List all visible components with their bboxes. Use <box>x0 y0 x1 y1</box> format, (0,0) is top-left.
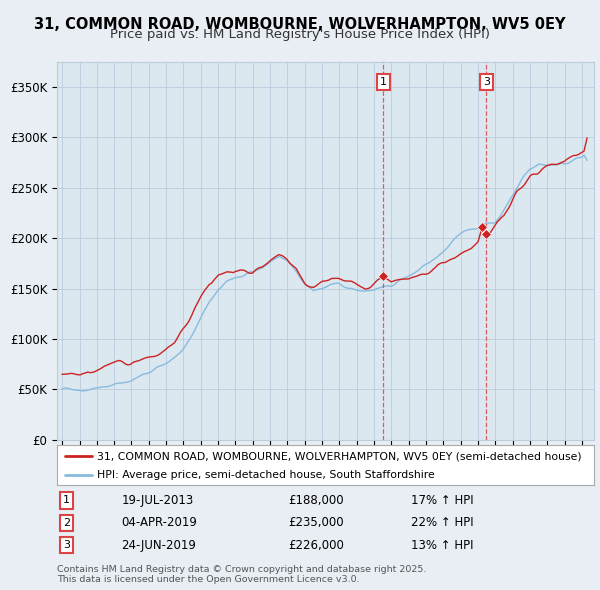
Text: £226,000: £226,000 <box>288 539 344 552</box>
Text: Price paid vs. HM Land Registry's House Price Index (HPI): Price paid vs. HM Land Registry's House … <box>110 28 490 41</box>
Text: 1: 1 <box>63 496 70 506</box>
Text: £188,000: £188,000 <box>288 494 344 507</box>
Text: 24-JUN-2019: 24-JUN-2019 <box>121 539 196 552</box>
Text: 3: 3 <box>63 540 70 550</box>
Text: 31, COMMON ROAD, WOMBOURNE, WOLVERHAMPTON, WV5 0EY: 31, COMMON ROAD, WOMBOURNE, WOLVERHAMPTO… <box>34 17 566 31</box>
Text: HPI: Average price, semi-detached house, South Staffordshire: HPI: Average price, semi-detached house,… <box>97 470 435 480</box>
Text: Contains HM Land Registry data © Crown copyright and database right 2025.
This d: Contains HM Land Registry data © Crown c… <box>57 565 427 584</box>
Text: 13% ↑ HPI: 13% ↑ HPI <box>412 539 474 552</box>
Text: 04-APR-2019: 04-APR-2019 <box>121 516 197 529</box>
Text: 3: 3 <box>483 77 490 87</box>
Text: 31, COMMON ROAD, WOMBOURNE, WOLVERHAMPTON, WV5 0EY (semi-detached house): 31, COMMON ROAD, WOMBOURNE, WOLVERHAMPTO… <box>97 451 582 461</box>
Text: 17% ↑ HPI: 17% ↑ HPI <box>412 494 474 507</box>
Text: 19-JUL-2013: 19-JUL-2013 <box>121 494 194 507</box>
Text: 22% ↑ HPI: 22% ↑ HPI <box>412 516 474 529</box>
Text: 2: 2 <box>63 518 70 527</box>
Text: £235,000: £235,000 <box>288 516 344 529</box>
Text: 1: 1 <box>380 77 387 87</box>
